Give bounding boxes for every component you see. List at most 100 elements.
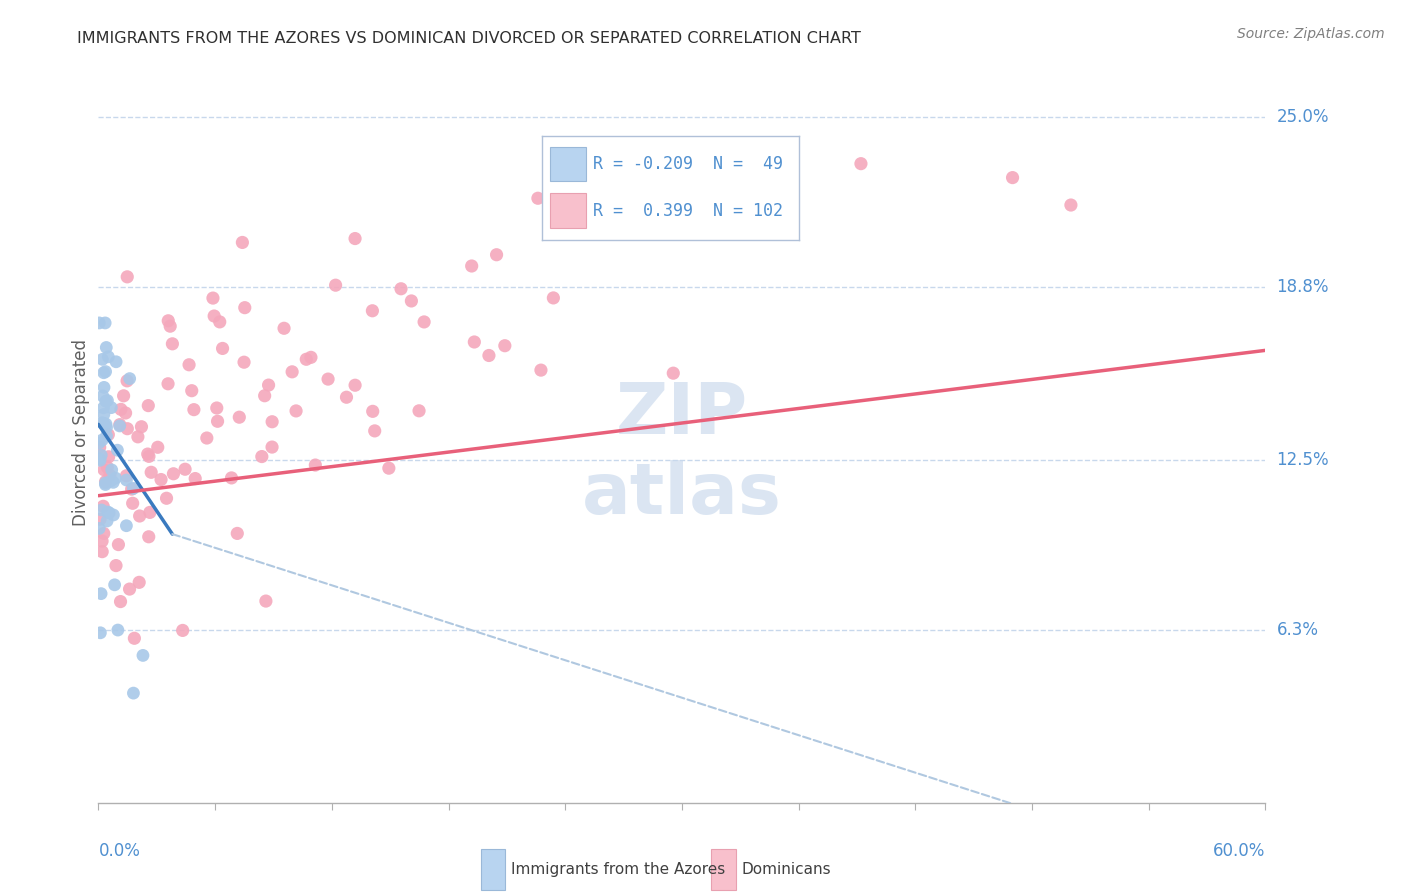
Point: [97, 427, 120, 442]
Point: [174, 462, 197, 476]
Point: [115, 518, 138, 533]
Point: [494, 339, 516, 353]
Point: [1001, 170, 1024, 185]
Point: [96, 420, 118, 434]
Point: [543, 291, 565, 305]
Point: [344, 231, 367, 245]
Point: [273, 321, 295, 335]
Y-axis label: Divorced or Separated: Divorced or Separated: [72, 339, 90, 526]
Point: [389, 282, 412, 296]
Point: [115, 374, 138, 388]
Point: [94, 477, 117, 491]
Point: [202, 309, 225, 323]
Point: [226, 526, 249, 541]
Point: [208, 315, 231, 329]
Point: [233, 301, 256, 315]
Point: [118, 371, 141, 385]
Point: [94, 394, 117, 409]
Point: [231, 235, 253, 250]
Point: [344, 378, 367, 392]
Point: [93, 463, 115, 477]
Point: [401, 293, 423, 308]
Point: [295, 352, 318, 367]
Point: [150, 473, 173, 487]
Point: [97, 350, 120, 364]
Point: [115, 468, 138, 483]
Point: [91, 416, 114, 430]
Point: [285, 404, 308, 418]
Point: [361, 303, 384, 318]
Point: [201, 291, 224, 305]
Point: [162, 336, 184, 351]
Point: [127, 430, 149, 444]
Point: [110, 594, 132, 608]
Point: [93, 417, 115, 431]
Point: [157, 376, 180, 391]
Text: 6.3%: 6.3%: [1277, 621, 1319, 639]
Point: [325, 278, 347, 293]
Point: [89, 512, 111, 526]
Point: [122, 686, 145, 700]
Point: [103, 508, 125, 522]
Point: [146, 440, 169, 454]
Point: [93, 401, 115, 415]
Point: [121, 482, 143, 496]
Point: [107, 623, 129, 637]
Point: [110, 402, 132, 417]
Point: [94, 476, 117, 491]
Point: [221, 471, 243, 485]
Point: [96, 341, 118, 355]
Point: [105, 558, 128, 573]
Point: [100, 474, 122, 488]
Text: 25.0%: 25.0%: [1277, 108, 1329, 127]
Point: [89, 453, 111, 467]
Point: [128, 508, 150, 523]
Text: ZIP
atlas: ZIP atlas: [582, 380, 782, 529]
Point: [87, 436, 110, 450]
Point: [93, 380, 115, 394]
Point: [91, 500, 114, 514]
Point: [530, 363, 553, 377]
Point: [184, 471, 207, 485]
Point: [89, 521, 111, 535]
Point: [94, 475, 117, 489]
Point: [98, 506, 121, 520]
Point: [233, 355, 256, 369]
Point: [136, 447, 159, 461]
Point: [316, 372, 339, 386]
Point: [91, 534, 114, 549]
Point: [104, 578, 127, 592]
Point: [177, 358, 200, 372]
Text: IMMIGRANTS FROM THE AZORES VS DOMINICAN DIVORCED OR SEPARATED CORRELATION CHART: IMMIGRANTS FROM THE AZORES VS DOMINICAN …: [77, 31, 862, 46]
Point: [364, 424, 387, 438]
Point: [89, 625, 111, 640]
Point: [93, 526, 115, 541]
Text: 18.8%: 18.8%: [1277, 278, 1329, 296]
Text: 60.0%: 60.0%: [1213, 842, 1265, 860]
Point: [299, 351, 322, 365]
Point: [89, 316, 111, 330]
Point: [124, 632, 146, 646]
Point: [260, 440, 283, 454]
Point: [159, 319, 181, 334]
Point: [91, 433, 114, 447]
Point: [207, 414, 229, 428]
Point: [460, 259, 482, 273]
Point: [117, 422, 139, 436]
Point: [378, 461, 401, 475]
Point: [121, 496, 143, 510]
Point: [463, 334, 485, 349]
Point: [162, 467, 184, 481]
Point: [183, 402, 205, 417]
Point: [90, 503, 112, 517]
Point: [254, 594, 277, 608]
Point: [91, 544, 114, 558]
Point: [281, 365, 304, 379]
Point: [141, 465, 163, 479]
Point: [94, 316, 117, 330]
Point: [211, 342, 233, 356]
Point: [89, 440, 111, 454]
Point: [335, 390, 357, 404]
Point: [90, 587, 112, 601]
Point: [96, 393, 118, 408]
